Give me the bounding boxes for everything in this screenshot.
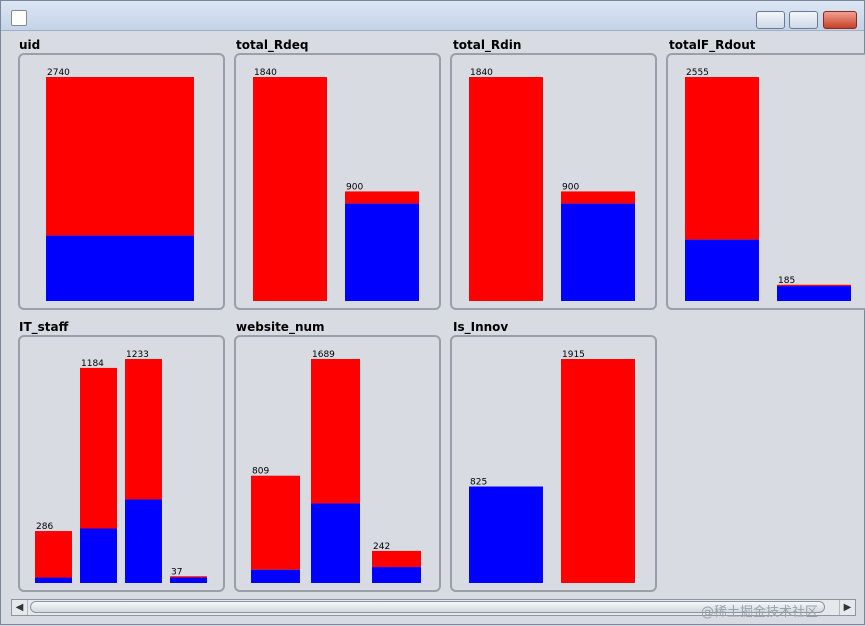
bar-value-label: 1915 xyxy=(562,350,585,360)
bar-segment-bottom xyxy=(345,203,419,301)
bar-value-label: 1233 xyxy=(126,350,149,360)
scroll-left-arrow-icon[interactable]: ◀ xyxy=(12,600,28,615)
bar-segment-top xyxy=(561,359,635,583)
panel-title-is-innov: Is_Innov xyxy=(453,320,509,334)
bar-segment-top xyxy=(685,77,759,240)
bar-segment-top xyxy=(170,576,207,578)
bar-segment-bottom xyxy=(46,235,194,301)
bar-segment-bottom xyxy=(561,203,635,301)
bar-segment-top xyxy=(251,475,300,570)
bar-segment-bottom xyxy=(311,503,360,583)
bar-segment-bottom xyxy=(170,577,207,583)
bar-segment-top xyxy=(561,191,635,204)
java-icon xyxy=(11,10,27,26)
panel-title-it-staff: IT_staff xyxy=(19,320,69,334)
bar-value-label: 37 xyxy=(171,567,182,577)
bar-segment-top xyxy=(372,550,421,568)
bar-segment-bottom xyxy=(469,486,543,583)
horizontal-scrollbar[interactable]: ◀ ▶ xyxy=(11,599,856,616)
bar-value-label: 825 xyxy=(470,477,487,487)
bar-segment-bottom xyxy=(80,528,117,583)
bar-value-label: 185 xyxy=(778,276,795,286)
title-bar xyxy=(1,1,864,31)
panel-title-website-num: website_num xyxy=(236,320,325,334)
panel-title-total-rdin: total_Rdin xyxy=(453,38,522,52)
panel-title-total-rdeq: total_Rdeq xyxy=(236,38,309,52)
bar-value-label: 1689 xyxy=(312,350,335,360)
bar-value-label: 900 xyxy=(562,182,579,192)
bar-segment-bottom xyxy=(372,567,421,583)
bar-value-label: 809 xyxy=(252,467,269,477)
close-button[interactable] xyxy=(823,11,857,29)
scroll-right-arrow-icon[interactable]: ▶ xyxy=(839,600,855,615)
bar-segment-top xyxy=(345,191,419,204)
bar-segment-top xyxy=(777,284,851,287)
panel-title-totalf-rdout: totalF_Rdout xyxy=(669,38,756,52)
bar-value-label: 2555 xyxy=(686,68,709,78)
bar-segment-top xyxy=(469,77,543,301)
bar-segment-top xyxy=(46,77,194,236)
bar-value-label: 1840 xyxy=(254,68,277,78)
panel-title-uid: uid xyxy=(19,38,41,52)
bar-segment-top xyxy=(35,531,72,578)
bar-segment-bottom xyxy=(251,569,300,583)
bar-value-label: 242 xyxy=(373,542,390,552)
bar-value-label: 286 xyxy=(36,522,53,532)
scroll-thumb[interactable] xyxy=(30,601,825,613)
bar-value-label: 1184 xyxy=(81,359,104,369)
bar-segment-top xyxy=(253,77,327,301)
bar-value-label: 2740 xyxy=(47,68,70,78)
bar-segment-top xyxy=(80,367,117,529)
maximize-button[interactable] xyxy=(789,11,818,29)
bar-segment-bottom xyxy=(777,286,851,301)
bar-segment-top xyxy=(125,359,162,500)
bar-segment-bottom xyxy=(685,239,759,301)
bar-value-label: 1840 xyxy=(470,68,493,78)
bar-segment-bottom xyxy=(35,577,72,583)
bar-value-label: 900 xyxy=(346,182,363,192)
bar-segment-top xyxy=(311,359,360,504)
watermark: @稀土掘金技术社区 xyxy=(701,605,819,620)
minimize-button[interactable] xyxy=(756,11,785,29)
bar-segment-bottom xyxy=(125,499,162,583)
